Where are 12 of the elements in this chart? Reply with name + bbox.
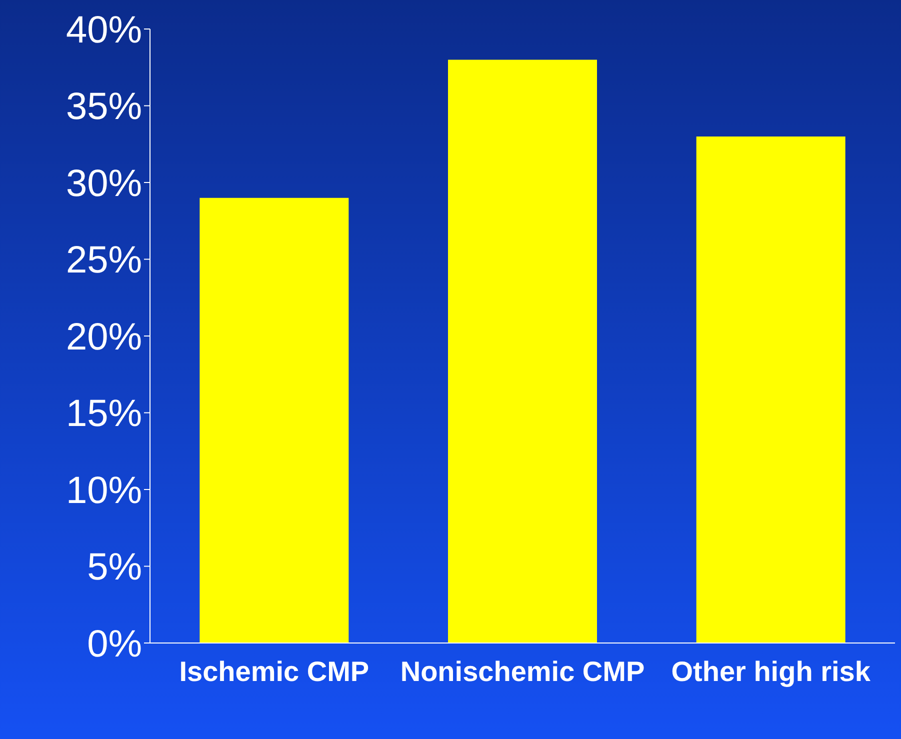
y-tick-label: 35%	[66, 86, 142, 128]
y-tick-label: 30%	[66, 162, 142, 205]
x-tick-label: Other high risk	[671, 656, 871, 687]
y-tick-label: 25%	[66, 240, 142, 282]
y-tick-label: 5%	[87, 546, 142, 589]
x-tick-label: Nonischemic CMP	[400, 656, 645, 687]
y-tick-label: 20%	[66, 316, 142, 358]
y-tick-label: 15%	[66, 393, 142, 436]
y-tick-label: 10%	[66, 470, 142, 512]
y-tick-label: 0%	[87, 623, 142, 666]
y-tick-label: 40%	[66, 9, 142, 52]
x-tick-label: Ischemic CMP	[179, 656, 370, 687]
